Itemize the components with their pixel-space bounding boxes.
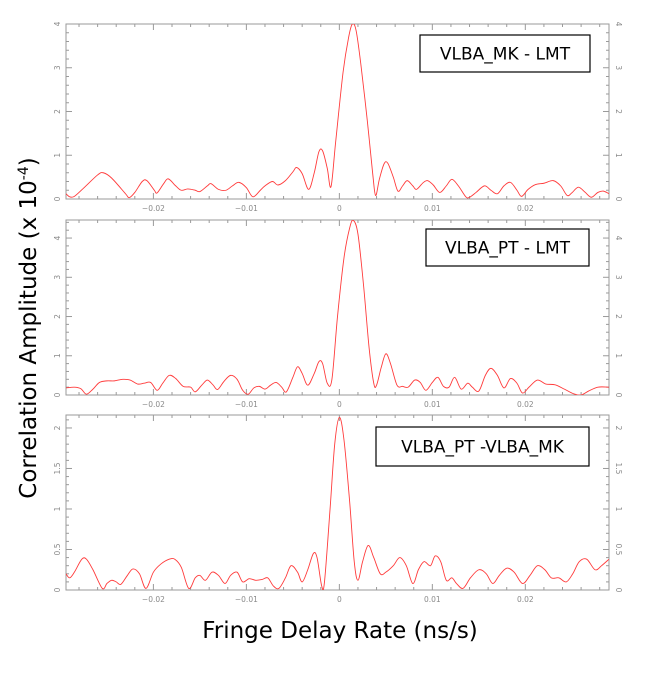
y-tick-label-left: 2 bbox=[53, 425, 62, 430]
legend-label: VLBA_PT - LMT bbox=[445, 239, 571, 259]
x-tick-label: −0.02 bbox=[142, 400, 165, 409]
x-tick-label: 0.01 bbox=[424, 204, 441, 213]
x-tick-label: −0.01 bbox=[235, 595, 258, 604]
y-tick-label-right: 0 bbox=[614, 197, 623, 202]
panel-3: −0.02 −0.01 0 0.01 0.02 0 0 0.5 0.5 1 1 1.5 1.5 2 2 VLB… bbox=[53, 414, 623, 604]
y-axis-title: Correlation Amplitude (x 10-4) bbox=[16, 157, 42, 498]
y-tick-label-left: 0 bbox=[53, 196, 62, 201]
y-tick-label-left: 4 bbox=[53, 235, 62, 240]
legend-label: VLBA_MK - LMT bbox=[440, 45, 571, 65]
x-tick-label: 0 bbox=[337, 595, 342, 604]
y-tick-label-left: 0 bbox=[53, 392, 62, 397]
y-tick-label-left: 1 bbox=[53, 506, 62, 511]
y-tick-label-right: 2 bbox=[614, 426, 623, 431]
y-tick-label-right: 1 bbox=[614, 507, 623, 512]
x-tick-label: 0.01 bbox=[424, 400, 441, 409]
panels: −0.02 −0.01 0 0.01 0.02 0 0 1 1 2 2 3 3 4 4 VLBA_MK - L… bbox=[53, 21, 623, 604]
y-tick-label-right: 3 bbox=[614, 275, 623, 280]
y-tick-label-right: 1 bbox=[614, 153, 623, 158]
x-tick-label: 0.01 bbox=[424, 595, 441, 604]
x-tick-label: 0 bbox=[337, 204, 342, 213]
x-axis-title: Fringe Delay Rate (ns/s) bbox=[202, 618, 478, 644]
y-tick-label-left: 3 bbox=[53, 275, 62, 280]
legend: VLBA_MK - LMT bbox=[419, 34, 591, 73]
series-line-2 bbox=[66, 220, 609, 395]
y-tick-label-right: 0 bbox=[614, 393, 623, 398]
x-tick-label: −0.01 bbox=[235, 400, 258, 409]
y-tick-label-right: 1.5 bbox=[614, 463, 623, 475]
x-tick-label: −0.02 bbox=[142, 595, 165, 604]
legend-box bbox=[375, 426, 590, 467]
y-tick-label-left: 2 bbox=[53, 109, 62, 114]
y-tick-label-left: 3 bbox=[53, 65, 62, 70]
y-tick-label-right: 4 bbox=[614, 236, 623, 241]
y-tick-label-right: 4 bbox=[614, 22, 623, 27]
series-line-1 bbox=[66, 24, 609, 199]
y-tick-label-right: 0.5 bbox=[614, 544, 623, 556]
y-tick-label-right: 1 bbox=[614, 353, 623, 358]
legend-box bbox=[425, 228, 590, 267]
y-tick-label-right: 0 bbox=[614, 588, 623, 593]
plot-frame bbox=[65, 219, 610, 396]
y-tick-label-left: 4 bbox=[53, 21, 62, 26]
y-axis-title-exponent: -4 bbox=[16, 166, 32, 180]
y-tick-label-right: 2 bbox=[614, 109, 623, 114]
x-tick-label: −0.02 bbox=[142, 204, 165, 213]
x-tick-label: 0.02 bbox=[517, 595, 534, 604]
legend: VLBA_PT - LMT bbox=[425, 228, 590, 267]
x-tick-label: 0 bbox=[337, 400, 342, 409]
y-tick-label-left: 2 bbox=[53, 314, 62, 319]
x-tick-label: −0.01 bbox=[235, 204, 258, 213]
legend: VLBA_PT -VLBA_MK bbox=[375, 426, 590, 467]
plot-frame bbox=[65, 414, 610, 591]
y-tick-label-left: 1 bbox=[53, 153, 62, 158]
series-line-3 bbox=[66, 416, 609, 590]
panel-2: −0.02 −0.01 0 0.01 0.02 0 0 1 1 2 2 3 3 4 4 VLBA_PT - L… bbox=[53, 219, 623, 409]
y-tick-label-right: 2 bbox=[614, 314, 623, 319]
legend-label: VLBA_PT -VLBA_MK bbox=[401, 438, 565, 458]
y-tick-label-left: 1.5 bbox=[53, 462, 62, 474]
panel-1: −0.02 −0.01 0 0.01 0.02 0 0 1 1 2 2 3 3 4 4 VLBA_MK - L… bbox=[53, 21, 623, 213]
y-tick-label-left: 1 bbox=[53, 353, 62, 358]
y-axis-title-close: ) bbox=[16, 157, 42, 166]
y-tick-label-left: 0 bbox=[53, 587, 62, 592]
y-tick-label-right: 3 bbox=[614, 65, 623, 70]
x-tick-label: 0.02 bbox=[517, 204, 534, 213]
y-axis-title-main: Correlation Amplitude (x 10 bbox=[16, 180, 42, 498]
x-tick-label: 0.02 bbox=[517, 400, 534, 409]
y-tick-label-left: 0.5 bbox=[53, 543, 62, 555]
legend-box bbox=[419, 34, 591, 73]
